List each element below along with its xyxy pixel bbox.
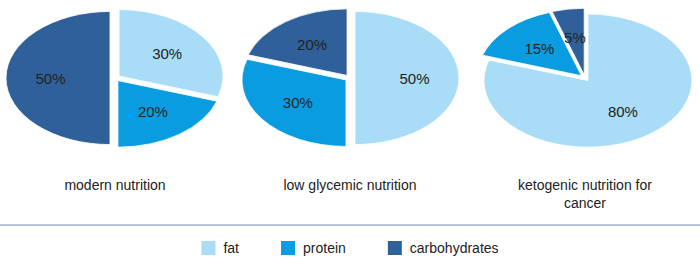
separator — [0, 225, 700, 226]
chart-title: modern nutrition — [64, 177, 165, 193]
legend-item: carbohydrates — [388, 240, 499, 256]
data-label: 20% — [297, 36, 327, 53]
data-label: 5% — [564, 29, 586, 46]
pie-slice — [248, 9, 347, 76]
pie-slice — [355, 11, 459, 144]
legend-label: carbohydrates — [410, 240, 499, 256]
legend-item: protein — [281, 240, 346, 256]
pie-slices — [6, 10, 223, 148]
legend-item: fat — [201, 240, 239, 256]
pie-chart: 30% 20% 50% modern nutrition — [6, 10, 223, 193]
legend: fat protein carbohydrates — [201, 240, 498, 256]
chart-canvas: 30% 20% 50% modern nutrition 50% 30% 20% low gl… — [0, 0, 700, 264]
legend-label: fat — [223, 240, 239, 256]
data-label: 20% — [138, 103, 168, 120]
legend-swatch — [281, 241, 295, 255]
data-label: 50% — [36, 70, 66, 87]
pie-slice — [242, 59, 346, 146]
pie-slice — [119, 10, 223, 97]
pie-slices — [242, 9, 459, 147]
data-label: 30% — [152, 45, 182, 62]
pie-slice — [118, 81, 217, 148]
data-label: 50% — [399, 70, 429, 87]
data-label: 30% — [283, 94, 313, 111]
data-label: 80% — [608, 103, 638, 120]
chart-title: ketogenic nutrition forcancer — [518, 177, 652, 211]
legend-swatch — [388, 241, 402, 255]
pie-slice — [6, 11, 110, 144]
legend-label: protein — [303, 240, 346, 256]
data-label: 15% — [524, 40, 554, 57]
chart-title: low glycemic nutrition — [283, 177, 416, 193]
pie-slices — [483, 8, 692, 147]
pie-chart: 50% 30% 20% low glycemic nutrition — [242, 9, 459, 193]
legend-swatch — [201, 241, 215, 255]
pie-chart: 80% 15% 5% ketogenic nutrition forcancer — [483, 8, 692, 210]
